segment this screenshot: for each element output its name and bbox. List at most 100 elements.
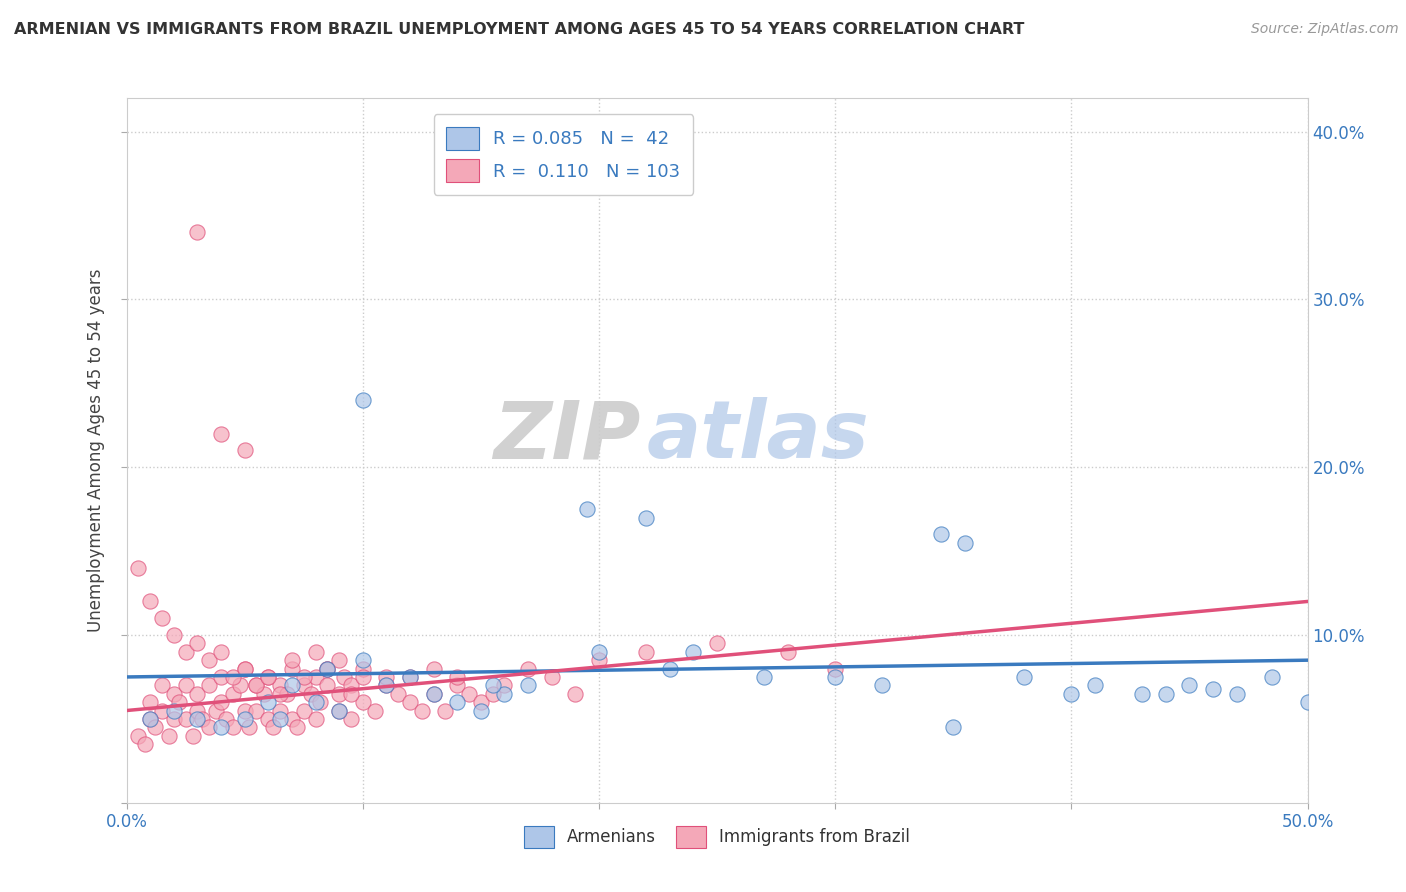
Point bbox=[281, 653, 304, 667]
Text: ZIP: ZIP bbox=[494, 397, 640, 475]
Point bbox=[215, 712, 238, 726]
Point bbox=[458, 687, 481, 701]
Point bbox=[257, 670, 280, 684]
Point bbox=[257, 695, 280, 709]
Point bbox=[706, 636, 728, 650]
Point bbox=[209, 426, 232, 441]
Point bbox=[281, 662, 304, 676]
Point bbox=[292, 704, 315, 718]
Point bbox=[245, 704, 267, 718]
Point bbox=[375, 670, 398, 684]
Point bbox=[1154, 687, 1177, 701]
Point bbox=[233, 662, 256, 676]
Point bbox=[352, 695, 374, 709]
Point bbox=[139, 712, 162, 726]
Point bbox=[576, 502, 599, 516]
Point bbox=[233, 443, 256, 458]
Point bbox=[1060, 687, 1083, 701]
Point bbox=[328, 704, 350, 718]
Point bbox=[375, 678, 398, 692]
Point bbox=[257, 670, 280, 684]
Point bbox=[316, 662, 339, 676]
Point bbox=[229, 678, 252, 692]
Point bbox=[470, 704, 492, 718]
Point bbox=[150, 611, 173, 625]
Point bbox=[167, 695, 190, 709]
Point bbox=[1178, 678, 1201, 692]
Point bbox=[163, 712, 186, 726]
Point bbox=[233, 712, 256, 726]
Point bbox=[942, 720, 965, 734]
Point bbox=[238, 720, 260, 734]
Point bbox=[181, 729, 204, 743]
Point bbox=[134, 737, 156, 751]
Point bbox=[682, 645, 704, 659]
Point bbox=[209, 695, 232, 709]
Point bbox=[481, 687, 503, 701]
Text: atlas: atlas bbox=[647, 397, 869, 475]
Point bbox=[636, 645, 658, 659]
Point bbox=[143, 720, 166, 734]
Point bbox=[754, 670, 776, 684]
Point bbox=[163, 704, 186, 718]
Point bbox=[186, 636, 208, 650]
Point bbox=[399, 670, 422, 684]
Legend: Armenians, Immigrants from Brazil: Armenians, Immigrants from Brazil bbox=[517, 820, 917, 855]
Point bbox=[292, 678, 315, 692]
Point bbox=[658, 662, 681, 676]
Point bbox=[269, 678, 291, 692]
Point bbox=[352, 662, 374, 676]
Point bbox=[328, 704, 350, 718]
Point bbox=[399, 670, 422, 684]
Point bbox=[564, 687, 586, 701]
Point bbox=[824, 662, 846, 676]
Point bbox=[276, 687, 298, 701]
Point bbox=[186, 687, 208, 701]
Point bbox=[517, 678, 540, 692]
Point bbox=[824, 670, 846, 684]
Point bbox=[269, 704, 291, 718]
Point bbox=[352, 653, 374, 667]
Point bbox=[1226, 687, 1249, 701]
Point bbox=[257, 712, 280, 726]
Point bbox=[446, 695, 468, 709]
Text: ARMENIAN VS IMMIGRANTS FROM BRAZIL UNEMPLOYMENT AMONG AGES 45 TO 54 YEARS CORREL: ARMENIAN VS IMMIGRANTS FROM BRAZIL UNEMP… bbox=[14, 22, 1025, 37]
Point bbox=[340, 712, 363, 726]
Point bbox=[872, 678, 894, 692]
Point bbox=[157, 729, 180, 743]
Point bbox=[422, 687, 444, 701]
Point bbox=[186, 712, 208, 726]
Point bbox=[139, 712, 162, 726]
Point bbox=[411, 704, 433, 718]
Point bbox=[304, 670, 326, 684]
Point bbox=[494, 687, 516, 701]
Point bbox=[375, 678, 398, 692]
Point bbox=[127, 729, 149, 743]
Point bbox=[636, 510, 658, 524]
Point bbox=[446, 670, 468, 684]
Point bbox=[340, 687, 363, 701]
Point bbox=[776, 645, 799, 659]
Point bbox=[174, 678, 197, 692]
Point bbox=[352, 670, 374, 684]
Y-axis label: Unemployment Among Ages 45 to 54 years: Unemployment Among Ages 45 to 54 years bbox=[87, 268, 105, 632]
Point bbox=[333, 670, 356, 684]
Point bbox=[1130, 687, 1153, 701]
Point bbox=[233, 704, 256, 718]
Point bbox=[245, 678, 267, 692]
Point bbox=[434, 704, 457, 718]
Point bbox=[252, 687, 274, 701]
Point bbox=[1202, 681, 1225, 696]
Point bbox=[174, 712, 197, 726]
Point bbox=[588, 653, 610, 667]
Point bbox=[304, 695, 326, 709]
Point bbox=[340, 678, 363, 692]
Point bbox=[1261, 670, 1284, 684]
Point bbox=[328, 653, 350, 667]
Point bbox=[198, 678, 221, 692]
Point bbox=[198, 653, 221, 667]
Point bbox=[422, 687, 444, 701]
Point bbox=[1296, 695, 1319, 709]
Point bbox=[163, 687, 186, 701]
Point bbox=[1012, 670, 1035, 684]
